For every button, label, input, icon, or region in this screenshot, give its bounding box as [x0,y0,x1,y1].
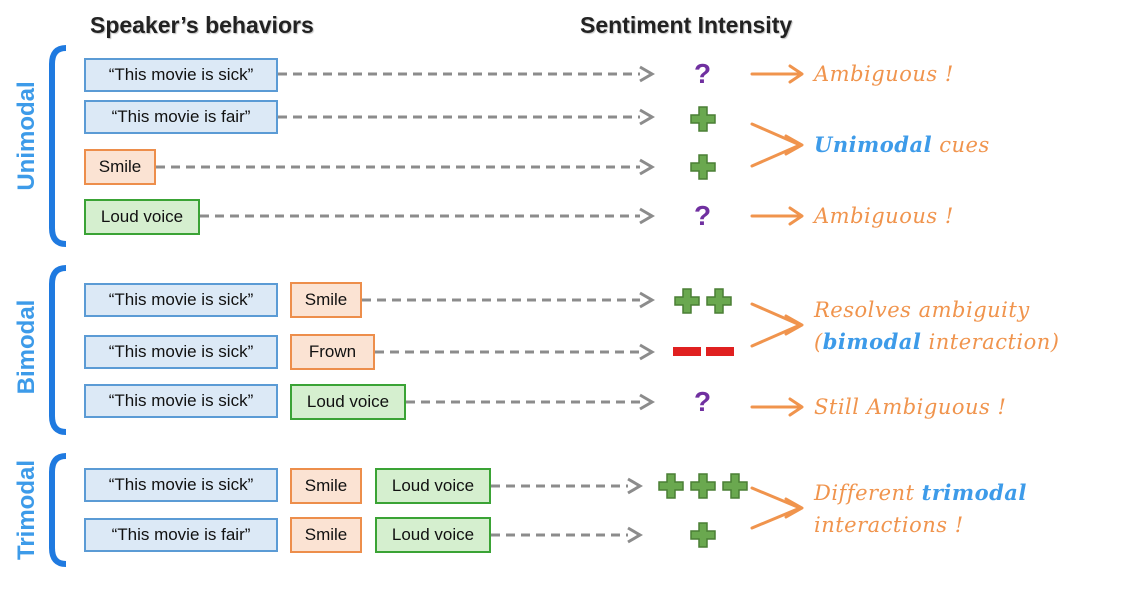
smile-box: Smile [290,517,362,553]
plus-icon [690,473,716,499]
behaviors-header: Speaker’s behaviors [90,12,314,38]
outcome-resolves-line1: Resolves ambiguity [814,298,1030,322]
plus-icon [658,473,684,499]
voice-box: Loud voice [375,517,491,553]
outcome-ambiguous: Ambiguous ! [814,62,954,86]
text-box-fair: “This movie is fair” [84,100,278,134]
outcome-text: Different [814,481,922,505]
outcome-unimodal-cues: Unimodal cues [814,129,990,161]
text-box-sick: “This movie is sick” [84,468,278,502]
outcome-interactions: interactions ! [814,513,964,537]
orange-converge-3 [750,486,802,530]
plus-icon [690,522,716,548]
orange-converge-1 [750,122,802,168]
outcome-highlight: trimodal [921,480,1027,505]
outcome-highlight: Unimodal [814,132,933,157]
plus-icon [706,288,732,314]
outcome-ambiguous: Ambiguous ! [814,204,954,228]
outcome-different-trimodal: Different trimodal [814,477,1027,509]
outcome-text: interaction) [921,330,1060,354]
bracket-bimodal [49,265,67,435]
plus-icon [690,106,716,132]
text-box-sick: “This movie is sick” [84,58,278,92]
plus-icon [674,288,700,314]
minus-icon [706,347,734,356]
diagram-graphics [49,45,804,567]
question-icon: ? [694,200,712,231]
smile-box: Smile [84,149,156,185]
outcome-resolves-line2: (bimodal interaction) [814,326,1059,358]
question-icon: ? [694,58,712,89]
text-box-sick: “This movie is sick” [84,335,278,369]
plus-icon [722,473,748,499]
outcome-still-ambiguous: Still Ambiguous ! [814,395,1007,419]
outcome-highlight: bimodal [822,329,922,354]
bracket-trimodal [49,453,67,567]
voice-box: Loud voice [375,468,491,504]
smile-box: Smile [290,282,362,318]
sentiment-header: Sentiment Intensity [580,12,793,38]
frown-box: Frown [290,334,375,370]
voice-box: Loud voice [84,199,200,235]
text-box-fair: “This movie is fair” [84,518,278,552]
outcome-text: ( [814,330,823,354]
question-icon: ? [694,386,712,417]
smile-box: Smile [290,468,362,504]
outcome-text: cues [932,133,990,157]
bracket-unimodal [49,45,67,247]
orange-converge-2 [750,302,802,348]
text-box-sick: “This movie is sick” [84,283,278,317]
minus-icon [673,347,701,356]
text-box-sick: “This movie is sick” [84,384,278,418]
plus-icon [690,154,716,180]
voice-box: Loud voice [290,384,406,420]
